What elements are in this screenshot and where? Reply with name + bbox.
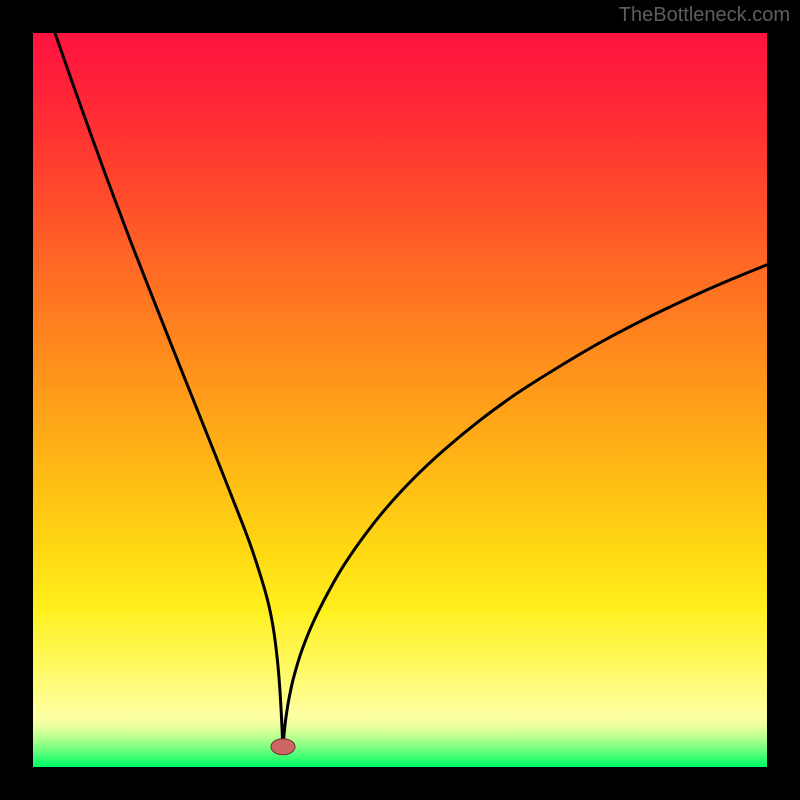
bottleneck-curve xyxy=(55,33,767,747)
watermark-text: TheBottleneck.com xyxy=(619,4,790,27)
plot-area xyxy=(33,33,767,767)
optimum-marker xyxy=(271,739,295,755)
curve-svg xyxy=(33,33,767,767)
